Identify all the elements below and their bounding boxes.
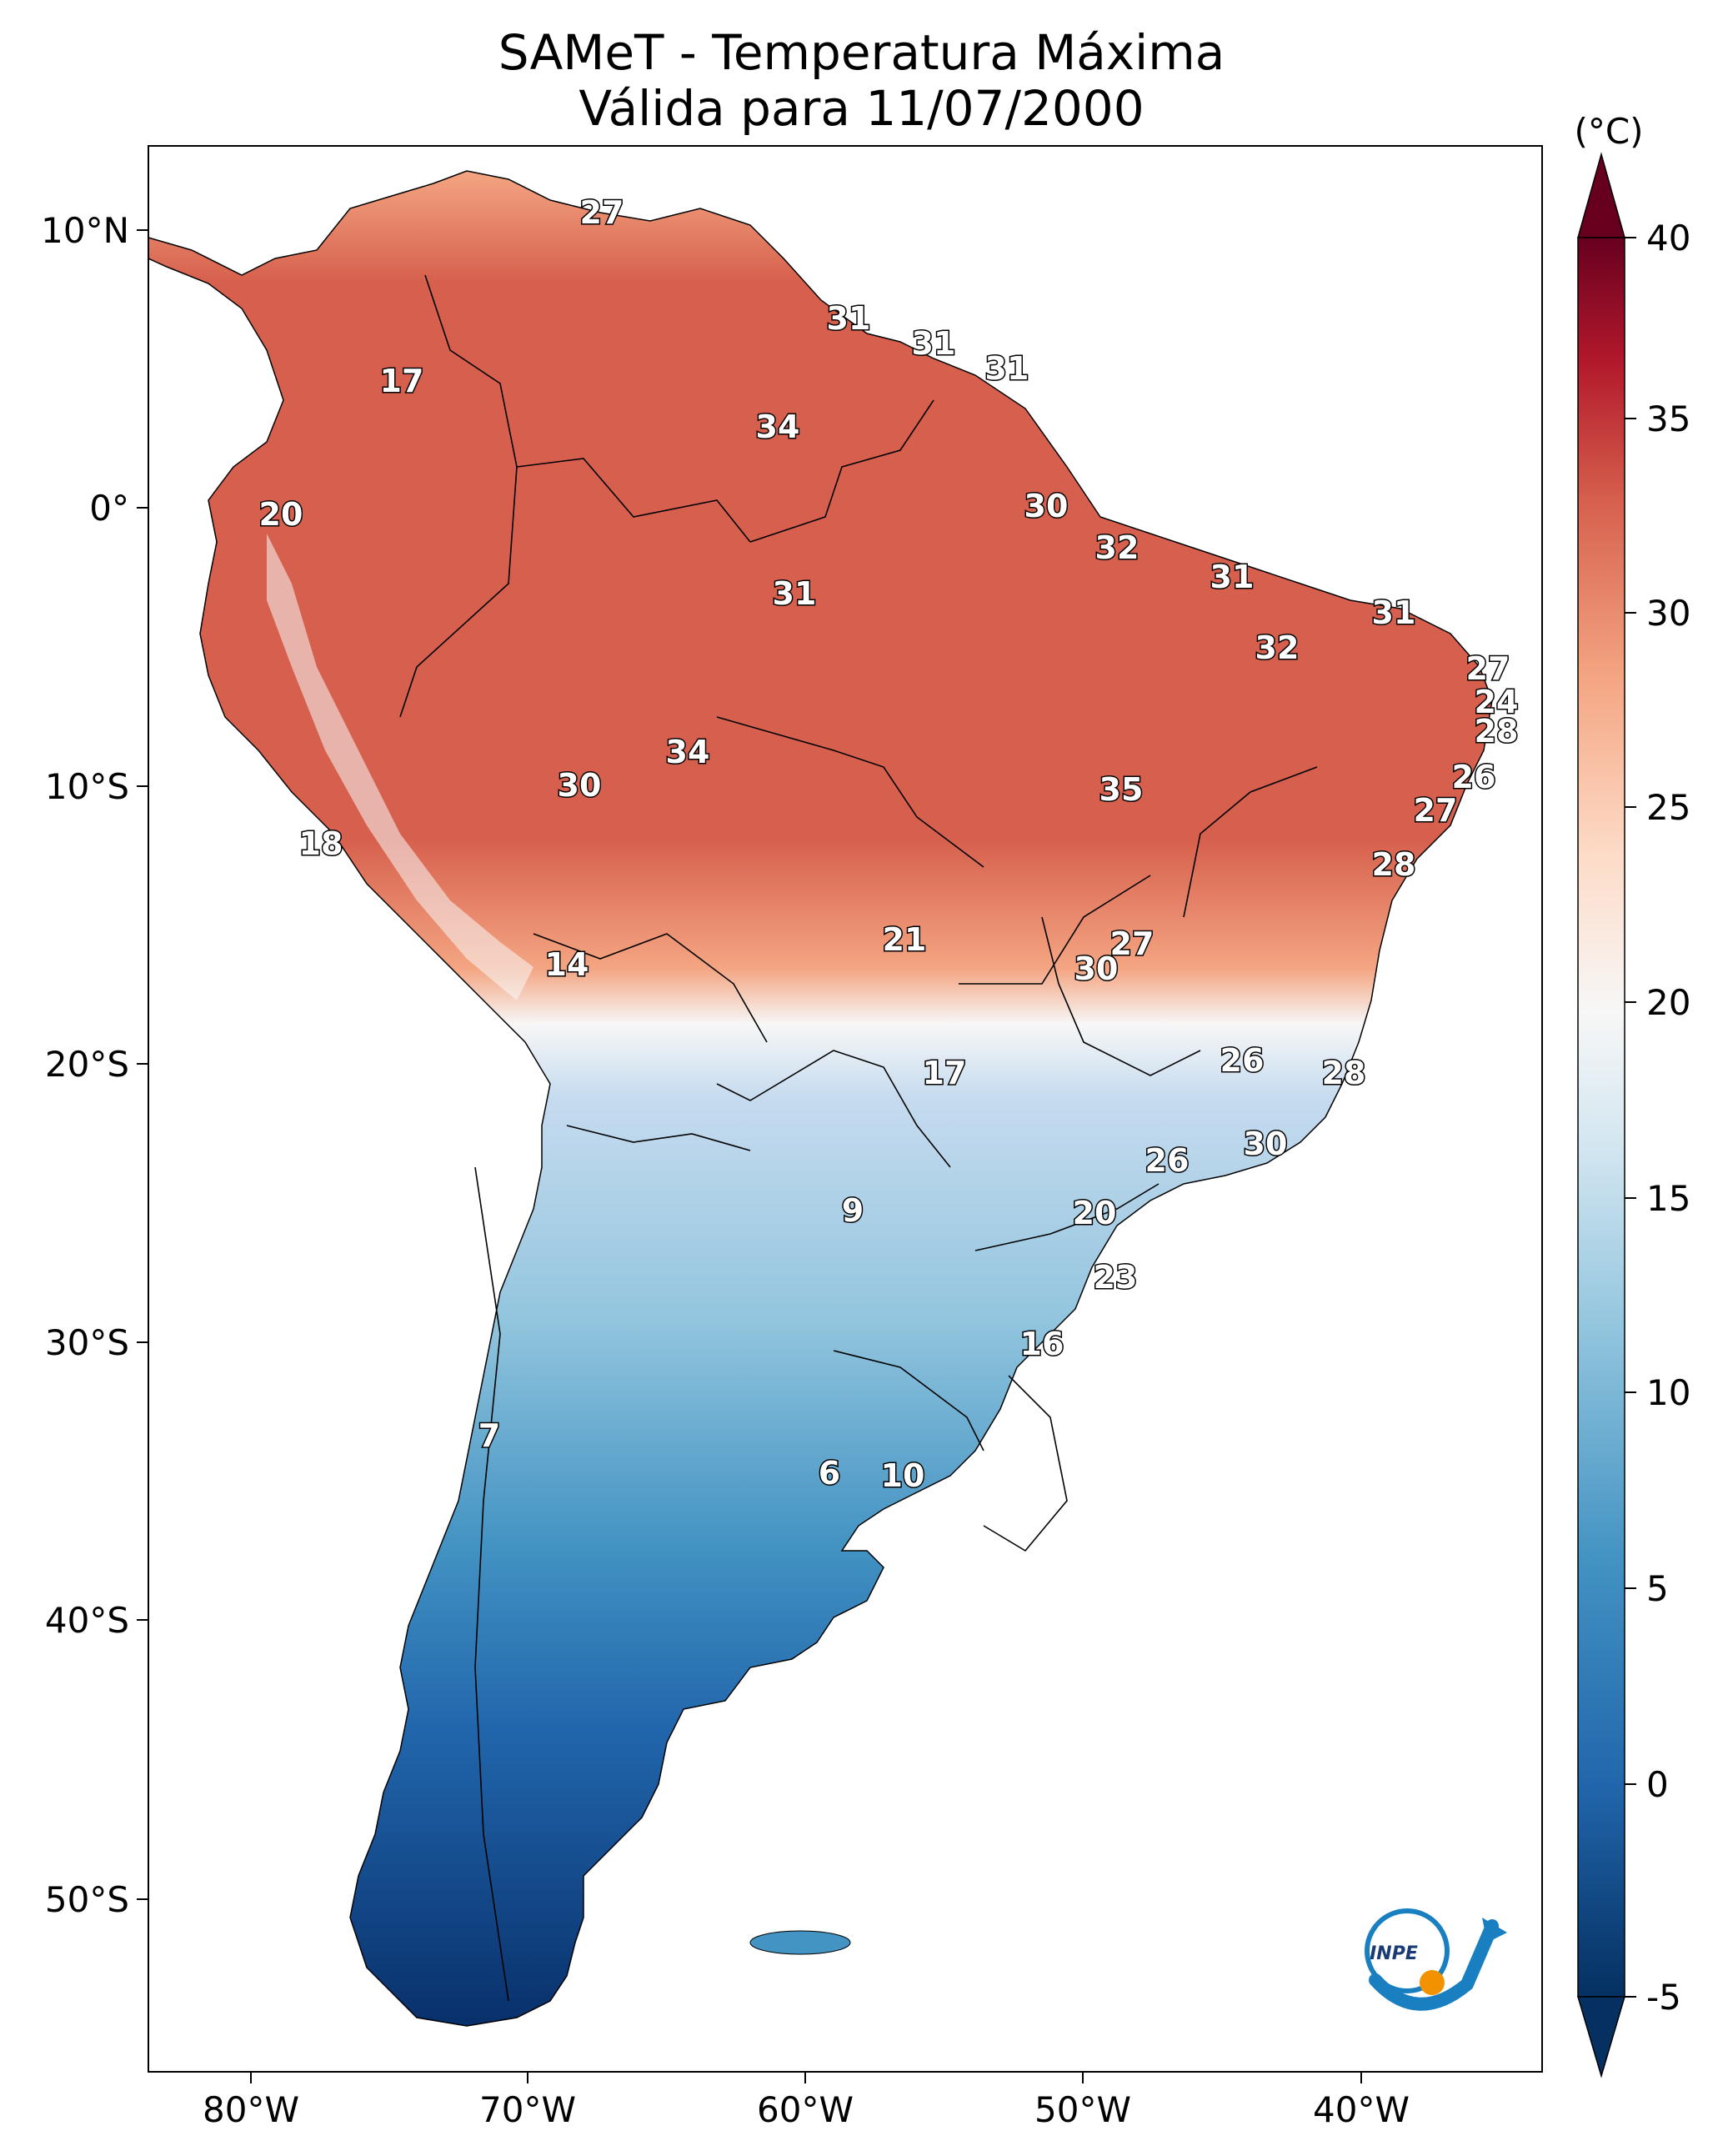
value-label: 20 bbox=[1073, 1195, 1117, 1231]
value-label: 32 bbox=[1095, 529, 1139, 566]
value-labels: 27 17 31 31 31 34 20 30 32 31 31 31 32 2… bbox=[258, 193, 1520, 1496]
value-label: 20 bbox=[259, 496, 303, 533]
colorbar-tick: 25 bbox=[1646, 787, 1690, 828]
value-label: 18 bbox=[299, 825, 343, 862]
value-label: 34 bbox=[666, 734, 710, 770]
falkland-islands bbox=[749, 1930, 851, 1955]
colorbar-min-arrow bbox=[1576, 1996, 1626, 2078]
colorbar-tick: 15 bbox=[1646, 1178, 1690, 1219]
map-area bbox=[148, 146, 1542, 2072]
lon-tick-80w: 80°W bbox=[203, 2089, 299, 2130]
lon-tick-40w: 40°W bbox=[1313, 2089, 1410, 2130]
value-label: 31 bbox=[912, 325, 956, 362]
value-label: 28 bbox=[1475, 713, 1519, 750]
colorbar-tick: 10 bbox=[1646, 1372, 1690, 1413]
value-label: 30 bbox=[558, 767, 602, 804]
value-label: 31 bbox=[985, 350, 1029, 387]
value-label: 10 bbox=[881, 1457, 925, 1494]
andes-cold-strip bbox=[267, 534, 533, 1000]
country-borders bbox=[399, 274, 1318, 2002]
inpe-logo-text: INPE bbox=[1370, 1943, 1418, 1964]
value-label: 31 bbox=[773, 575, 817, 612]
value-label: 21 bbox=[883, 921, 927, 958]
value-label: 35 bbox=[1099, 771, 1144, 808]
value-label: 26 bbox=[1452, 759, 1496, 795]
value-label: 31 bbox=[1210, 559, 1255, 595]
value-label: 34 bbox=[756, 409, 800, 445]
value-label: 27 bbox=[1110, 925, 1155, 962]
continent-shape bbox=[148, 170, 1493, 2027]
map-frame bbox=[148, 145, 1543, 2073]
colorbar-bar bbox=[1577, 237, 1625, 1998]
lon-tick-70w: 70°W bbox=[479, 2089, 576, 2130]
lat-tick-10s: 10°S bbox=[45, 766, 129, 807]
lon-tick-60w: 60°W bbox=[757, 2089, 854, 2130]
value-label: 30 bbox=[1074, 950, 1119, 987]
colorbar-tick: 30 bbox=[1646, 593, 1690, 634]
colorbar: (°C) 40 35 30 25 20 15 10 5 0 -5 bbox=[1574, 111, 1690, 2078]
colorbar-tick: 40 bbox=[1646, 218, 1690, 258]
colorbar-max-arrow bbox=[1577, 152, 1625, 238]
colorbar-tick: -5 bbox=[1646, 1977, 1681, 2018]
value-label: 28 bbox=[1372, 846, 1416, 883]
value-label: 31 bbox=[1372, 594, 1416, 631]
value-label: 27 bbox=[1466, 650, 1510, 687]
value-label: 28 bbox=[1322, 1055, 1366, 1091]
value-label: 24 bbox=[1475, 684, 1519, 720]
colorbar-tick: 5 bbox=[1646, 1568, 1669, 1609]
colorbar-tick: 0 bbox=[1646, 1764, 1669, 1805]
map-title: SAMeT - Temperatura Máxima Válida para 1… bbox=[0, 25, 1723, 136]
lat-tick-40s: 40°S bbox=[45, 1600, 129, 1641]
value-label: 32 bbox=[1255, 629, 1300, 666]
lat-tick-30s: 30°S bbox=[45, 1322, 129, 1363]
lat-tick-50s: 50°S bbox=[45, 1879, 129, 1920]
colorbar-unit: (°C) bbox=[1574, 111, 1643, 152]
value-label: 7 bbox=[478, 1417, 500, 1454]
title-line-2: Válida para 11/07/2000 bbox=[579, 79, 1144, 137]
colorbar-tick: 20 bbox=[1646, 982, 1690, 1023]
lat-tick-10n: 10°N bbox=[41, 210, 129, 251]
value-label: 9 bbox=[842, 1192, 864, 1229]
value-label: 17 bbox=[923, 1055, 967, 1091]
lat-tick-20s: 20°S bbox=[45, 1044, 129, 1085]
value-label: 17 bbox=[380, 363, 424, 399]
value-label: 30 bbox=[1244, 1126, 1288, 1162]
value-label: 23 bbox=[1094, 1259, 1138, 1296]
value-label: 27 bbox=[1414, 792, 1458, 829]
lat-tick-0: 0° bbox=[89, 488, 129, 529]
latitude-axis: 10°N 0° 10°S 20°S 30°S 40°S 50°S bbox=[41, 210, 148, 1920]
value-label: 26 bbox=[1145, 1142, 1190, 1179]
lon-tick-50w: 50°W bbox=[1034, 2089, 1131, 2130]
value-label: 31 bbox=[827, 300, 871, 337]
title-line-1: SAMeT - Temperatura Máxima bbox=[498, 24, 1225, 81]
inpe-logo: INPE bbox=[1365, 1908, 1507, 2011]
value-label: 26 bbox=[1220, 1042, 1265, 1079]
value-label: 30 bbox=[1024, 488, 1069, 524]
value-label: 6 bbox=[819, 1455, 840, 1492]
value-label: 14 bbox=[545, 946, 589, 983]
value-label: 27 bbox=[580, 194, 624, 231]
colorbar-tick: 35 bbox=[1646, 399, 1690, 439]
value-label: 16 bbox=[1020, 1326, 1064, 1362]
longitude-axis: 80°W 70°W 60°W 50°W 40°W bbox=[203, 2072, 1410, 2130]
